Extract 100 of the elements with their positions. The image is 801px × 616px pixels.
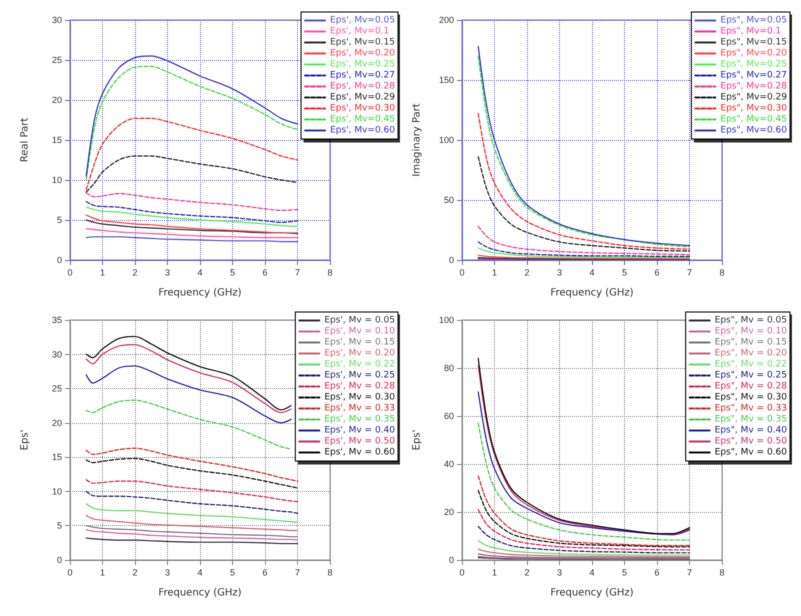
- x-tick-label: 2: [132, 268, 138, 278]
- y-tick-label: 0: [56, 555, 62, 565]
- y-tick-label: 5: [56, 520, 62, 531]
- legend-label: Eps", Mv=0.15: [720, 38, 788, 48]
- legend-label: Eps', Mv = 0.50: [324, 436, 396, 446]
- line-series: [478, 490, 690, 548]
- y-tick-label: 20: [444, 507, 454, 517]
- legend-label: Eps', Mv=0.15: [330, 38, 396, 48]
- y-tick-label: 150: [438, 75, 454, 85]
- legend-label: Eps", Mv = 0.15: [714, 338, 787, 348]
- legend-label: Eps", Mv = 0.35: [714, 414, 787, 424]
- legend-label: Eps", Mv = 0.10: [714, 326, 788, 336]
- legend-label: Eps", Mv=0.29: [720, 92, 788, 102]
- y-axis-title: Eps': [412, 430, 422, 450]
- x-tick-label: 1: [100, 268, 106, 278]
- y-tick-label: 80: [444, 363, 454, 373]
- legend-label: Eps", Mv=0.28: [720, 82, 788, 92]
- x-tick-label: 5: [230, 268, 236, 278]
- legend-label: Eps', Mv=0.30: [330, 104, 396, 114]
- y-tick-label: 0: [448, 255, 454, 265]
- line-series: [86, 206, 298, 227]
- x-tick-label: 4: [589, 268, 595, 278]
- line-series: [86, 490, 298, 514]
- line-series: [478, 509, 690, 551]
- legend-label: Eps', Mv = 0.60: [324, 448, 396, 458]
- x-tick-label: 2: [132, 568, 138, 578]
- legend-label: Eps", Mv = 0.20: [714, 348, 788, 358]
- x-tick-label: 5: [230, 568, 236, 578]
- line-series: [478, 226, 690, 256]
- x-tick-label: 7: [294, 568, 300, 578]
- line-series: [86, 503, 298, 523]
- legend-label: Eps", Mv=0.27: [720, 70, 788, 80]
- legend-label: Eps", Mv = 0.40: [714, 426, 788, 436]
- line-series: [86, 201, 298, 223]
- legend-label: Eps', Mv = 0.30: [324, 392, 396, 402]
- line-series: [86, 118, 298, 190]
- line-series: [86, 228, 298, 238]
- legend-label: Eps", Mv = 0.60: [714, 448, 788, 458]
- line-series: [86, 458, 298, 489]
- y-tick-label: 5: [56, 215, 62, 225]
- legend-label: Eps", Mv=0.30: [720, 104, 788, 114]
- legend-label: Eps", Mv = 0.50: [714, 436, 788, 446]
- legend-label: Eps', Mv = 0.10: [324, 326, 396, 336]
- legend-label: Eps", Mv=0.05: [720, 16, 788, 26]
- y-tick-label: 60: [444, 411, 454, 421]
- line-series: [478, 391, 690, 536]
- x-axis-title: Frequency (GHz): [550, 288, 634, 298]
- y-tick-label: 100: [438, 135, 454, 145]
- legend-label: Eps', Mv=0.60: [330, 126, 396, 136]
- legend-label: Eps', Mv = 0.40: [324, 426, 396, 436]
- x-tick-label: 2: [524, 268, 530, 278]
- y-tick-label: 10: [52, 486, 62, 496]
- line-series: [86, 529, 298, 541]
- legend-label: Eps", Mv = 0.05: [714, 316, 787, 326]
- legend-label: Eps', Mv=0.28: [330, 82, 396, 92]
- legend-label: Eps', Mv = 0.15: [324, 338, 396, 348]
- x-axis-title: Frequency (GHz): [158, 588, 242, 598]
- legend-label: Eps", Mv=0.20: [720, 48, 788, 58]
- y-tick-label: 40: [444, 459, 454, 469]
- x-tick-label: 4: [197, 268, 203, 278]
- x-tick-label: 1: [492, 268, 498, 278]
- x-tick-label: 7: [686, 568, 692, 578]
- x-axis-title: Frequency (GHz): [158, 288, 242, 298]
- legend-label: Eps", Mv = 0.33: [714, 404, 787, 414]
- y-axis-title: Real Part: [20, 118, 30, 162]
- legend-label: Eps", Mv = 0.22: [714, 360, 787, 370]
- x-tick-label: 8: [327, 568, 333, 578]
- x-tick-label: 6: [654, 568, 660, 578]
- x-tick-label: 7: [294, 268, 300, 278]
- y-tick-label: 0: [448, 555, 454, 565]
- x-tick-label: 4: [589, 568, 595, 578]
- y-axis-title: Eps': [20, 430, 30, 450]
- line-series: [86, 192, 298, 211]
- y-tick-label: 25: [52, 384, 62, 394]
- y-tick-label: 20: [52, 418, 62, 428]
- x-tick-label: 0: [459, 268, 465, 278]
- y-axis-title: Imaginary Part: [412, 103, 422, 177]
- line-series: [478, 422, 690, 541]
- x-tick-label: 0: [67, 268, 73, 278]
- x-tick-label: 4: [197, 568, 203, 578]
- x-tick-label: 3: [164, 568, 170, 578]
- line-series: [478, 526, 690, 554]
- x-tick-label: 2: [524, 568, 530, 578]
- y-tick-label: 0: [56, 255, 62, 265]
- legend-label: Eps", Mv=0.60: [720, 126, 788, 136]
- legend-label: Eps", Mv = 0.25: [714, 370, 787, 380]
- line-series: [86, 214, 298, 234]
- y-tick-label: 10: [52, 175, 62, 185]
- legend-label: Eps', Mv=0.27: [330, 70, 396, 80]
- x-tick-label: 8: [327, 268, 333, 278]
- legend-label: Eps', Mv=0.05: [330, 16, 396, 26]
- line-series: [478, 247, 690, 258]
- line-series: [478, 540, 690, 556]
- x-tick-label: 3: [164, 268, 170, 278]
- x-tick-label: 7: [686, 268, 692, 278]
- line-series: [86, 219, 298, 234]
- x-axis-title: Frequency (GHz): [550, 588, 634, 598]
- x-tick-label: 6: [262, 568, 268, 578]
- legend-label: Eps", Mv=0.1: [720, 26, 782, 36]
- x-tick-label: 6: [262, 268, 268, 278]
